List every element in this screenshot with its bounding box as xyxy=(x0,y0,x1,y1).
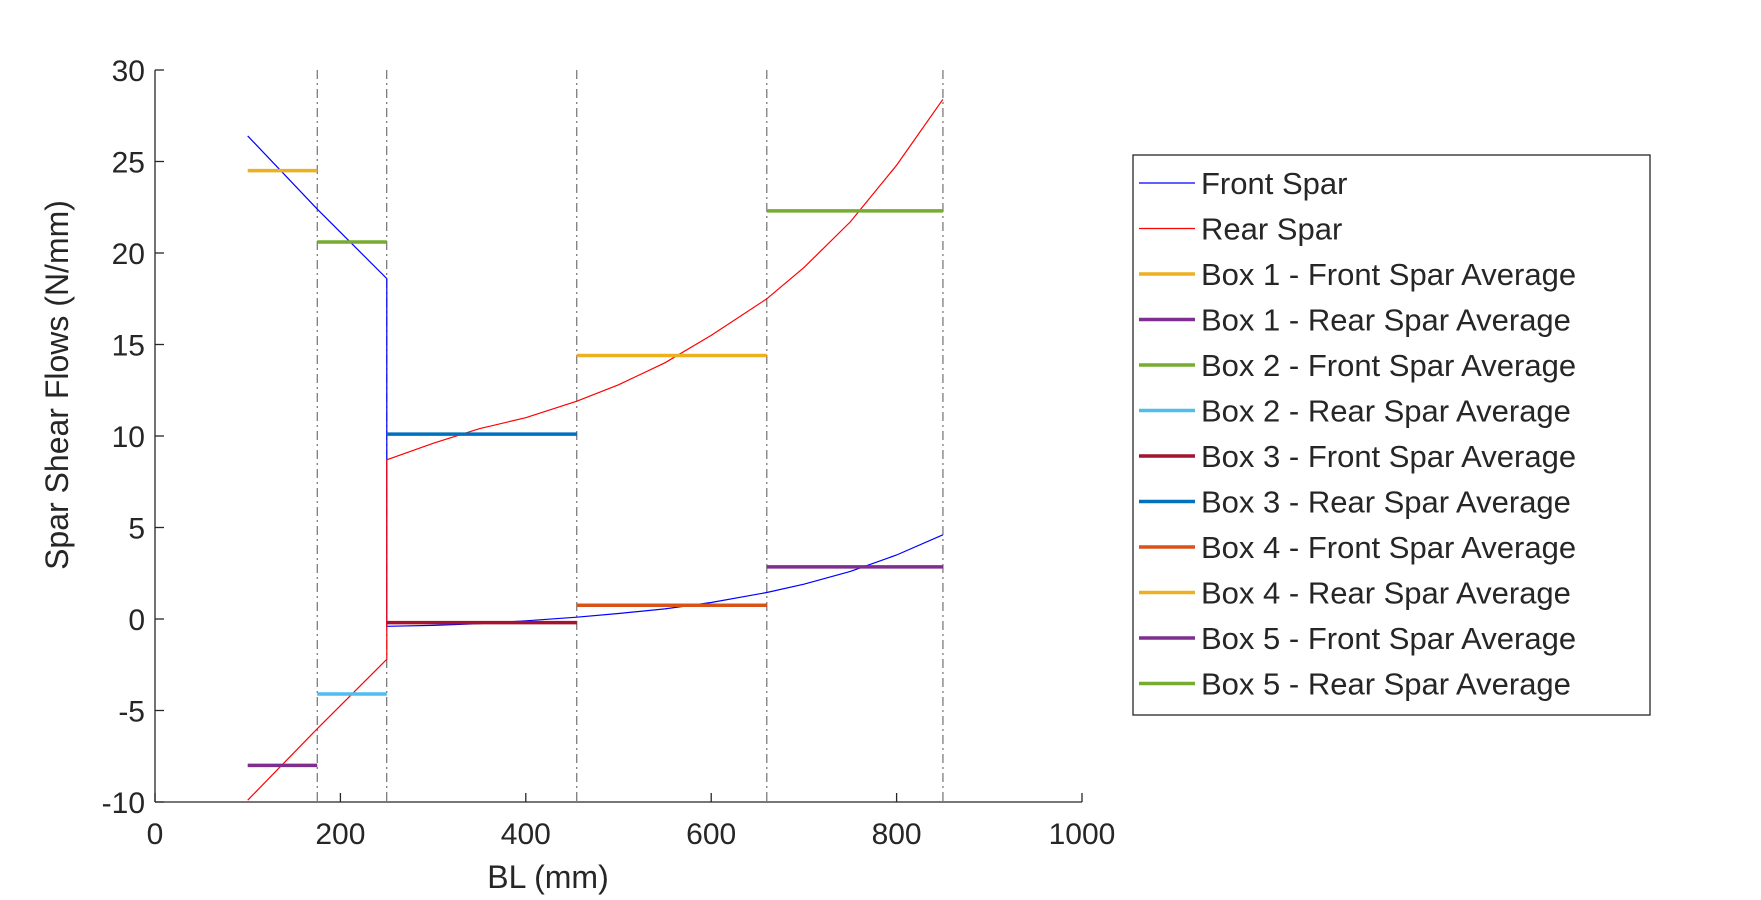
y-axis-label: Spar Shear Flows (N/mm) xyxy=(39,200,75,570)
x-tick-label: 400 xyxy=(501,818,551,851)
y-tick-label: -10 xyxy=(102,787,145,820)
legend-label-4: Box 2 - Front Spar Average xyxy=(1201,348,1576,383)
legend-label-6: Box 3 - Front Spar Average xyxy=(1201,439,1576,474)
legend-label-1: Rear Spar xyxy=(1201,212,1342,247)
legend-label-9: Box 4 - Rear Spar Average xyxy=(1201,576,1571,611)
y-tick-label: -5 xyxy=(118,696,145,729)
plot-area: 0 200 400 600 800 1000 -10 -5 0 5 10 15 20 25 30 xyxy=(102,55,1116,851)
x-tick-label: 600 xyxy=(686,818,736,851)
y-tick-label: 10 xyxy=(112,421,145,454)
legend-label-7: Box 3 - Rear Spar Average xyxy=(1201,485,1571,520)
y-tick-label: 25 xyxy=(112,147,145,180)
y-tick-label: 15 xyxy=(112,330,145,363)
legend-label-8: Box 4 - Front Spar Average xyxy=(1201,530,1576,565)
legend-label-10: Box 5 - Front Spar Average xyxy=(1201,621,1576,656)
x-tick-label: 0 xyxy=(147,818,164,851)
y-tick-label: 0 xyxy=(128,604,145,637)
series-line-0 xyxy=(247,135,944,627)
x-tick-label: 1000 xyxy=(1049,818,1116,851)
y-tick-label: 5 xyxy=(128,513,145,546)
legend: Front Spar Rear Spar Box 1 - Front Spar Av… xyxy=(1132,154,1651,716)
y-tick-label: 30 xyxy=(112,55,145,88)
y-tick-label: 20 xyxy=(112,238,145,271)
legend-label-0: Front Spar xyxy=(1201,166,1347,201)
x-axis-label: BL (mm) xyxy=(487,859,608,895)
x-tick-label: 800 xyxy=(872,818,922,851)
legend-label-2: Box 1 - Front Spar Average xyxy=(1201,257,1576,292)
legend-label-11: Box 5 - Rear Spar Average xyxy=(1201,667,1571,702)
legend-label-5: Box 2 - Rear Spar Average xyxy=(1201,394,1571,429)
legend-box xyxy=(1132,154,1651,716)
x-tick-label: 200 xyxy=(315,818,365,851)
legend-label-3: Box 1 - Rear Spar Average xyxy=(1201,303,1571,338)
series-line-1 xyxy=(247,98,944,801)
